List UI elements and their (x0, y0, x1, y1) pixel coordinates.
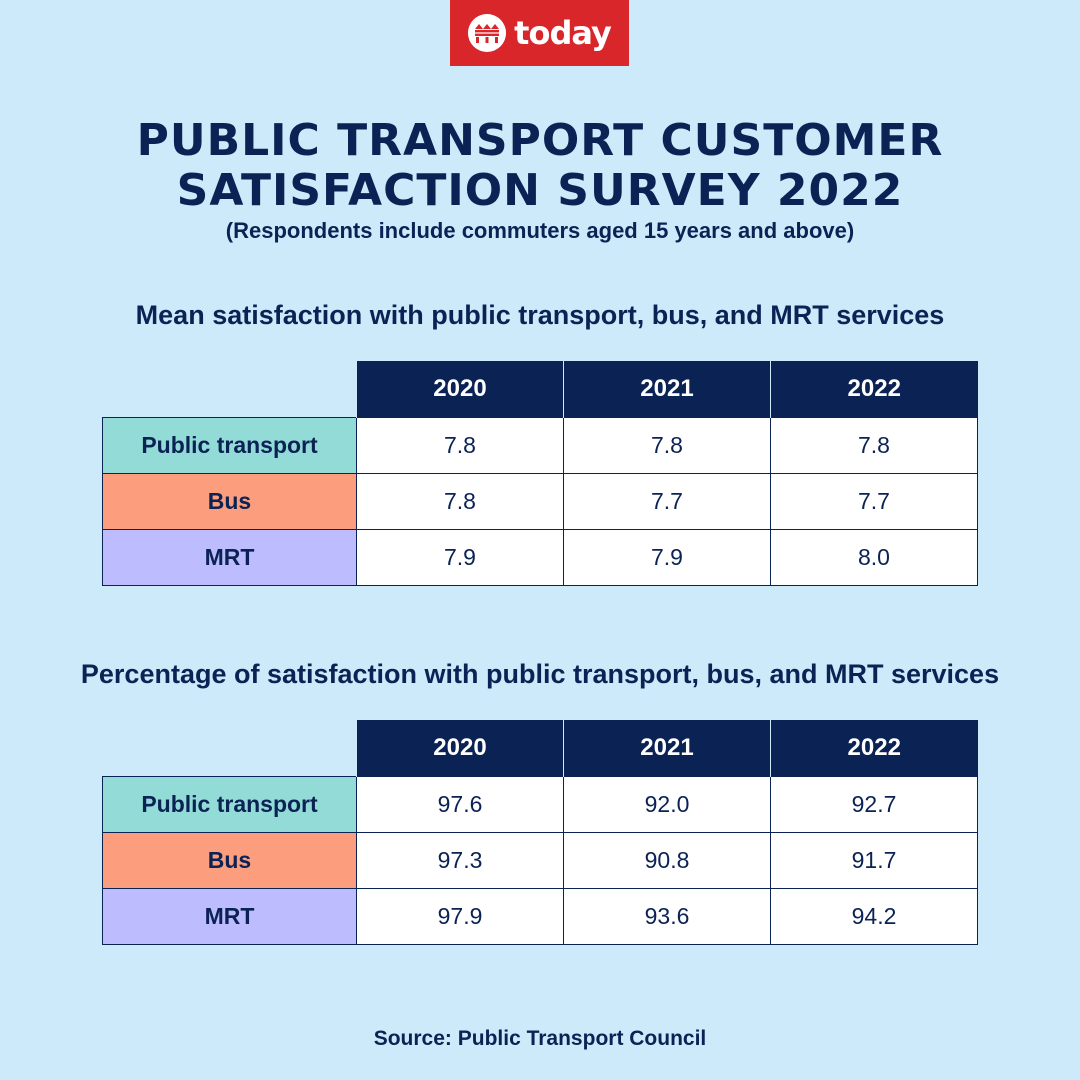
table-row: MRT 97.9 93.6 94.2 (102, 887, 978, 945)
table-cell: 97.6 (356, 775, 564, 833)
row-label-mrt: MRT (102, 887, 357, 945)
column-header: 2021 (563, 720, 771, 776)
table-cell: 8.0 (770, 528, 978, 586)
brand-logo: today (450, 0, 629, 66)
table-cell: 7.8 (770, 416, 978, 474)
row-label-mrt: MRT (102, 528, 357, 586)
table-cell: 93.6 (563, 887, 771, 945)
table-cell: 7.9 (563, 528, 771, 586)
table-cell: 90.8 (563, 831, 771, 889)
column-header: 2022 (770, 720, 978, 776)
table-corner (103, 361, 357, 417)
table-cell: 92.0 (563, 775, 771, 833)
column-header: 2021 (563, 361, 771, 417)
table-corner (103, 720, 357, 776)
row-label-bus: Bus (102, 472, 357, 530)
mediacorp-logo-icon (468, 14, 507, 52)
mean-satisfaction-table: 2020 2021 2022 Public transport 7.8 7.8 … (102, 361, 978, 586)
table-cell: 7.9 (356, 528, 564, 586)
page-title-line-1: PUBLIC TRANSPORT CUSTOMER (136, 115, 944, 166)
table-cell: 97.3 (356, 831, 564, 889)
logo-text: today (514, 14, 612, 52)
table-cell: 91.7 (770, 831, 978, 889)
table-row: Bus 7.8 7.7 7.7 (102, 472, 978, 530)
table-row: Public transport 7.8 7.8 7.8 (102, 416, 978, 474)
mean-table-title: Mean satisfaction with public transport,… (135, 300, 945, 330)
row-label-public-transport: Public transport (102, 416, 357, 474)
row-label-public-transport: Public transport (102, 775, 357, 833)
table-cell: 7.7 (563, 472, 771, 530)
table-cell: 94.2 (770, 887, 978, 945)
table-cell: 7.8 (563, 416, 771, 474)
source-note: Source: Public Transport Council (373, 1027, 707, 1050)
page-title-line-2: SATISFACTION SURVEY 2022 (176, 165, 904, 216)
table-row: Bus 97.3 90.8 91.7 (102, 831, 978, 889)
table-cell: 92.7 (770, 775, 978, 833)
page-subtitle: (Respondents include commuters aged 15 y… (225, 218, 855, 243)
table-row: Public transport 97.6 92.0 92.7 (102, 775, 978, 833)
column-header: 2020 (356, 361, 564, 417)
table-cell: 97.9 (356, 887, 564, 945)
table-cell: 7.8 (356, 472, 564, 530)
table-header-row: 2020 2021 2022 (103, 720, 978, 776)
page-title: PUBLIC TRANSPORT CUSTOMER SATISFACTION S… (0, 116, 1080, 216)
table-header-row: 2020 2021 2022 (103, 361, 978, 417)
row-label-bus: Bus (102, 831, 357, 889)
column-header: 2022 (770, 361, 978, 417)
percentage-table-title: Percentage of satisfaction with public t… (80, 659, 1000, 689)
percentage-satisfaction-table: 2020 2021 2022 Public transport 97.6 92.… (102, 720, 978, 945)
table-row: MRT 7.9 7.9 8.0 (102, 528, 978, 586)
column-header: 2020 (356, 720, 564, 776)
table-cell: 7.7 (770, 472, 978, 530)
table-cell: 7.8 (356, 416, 564, 474)
